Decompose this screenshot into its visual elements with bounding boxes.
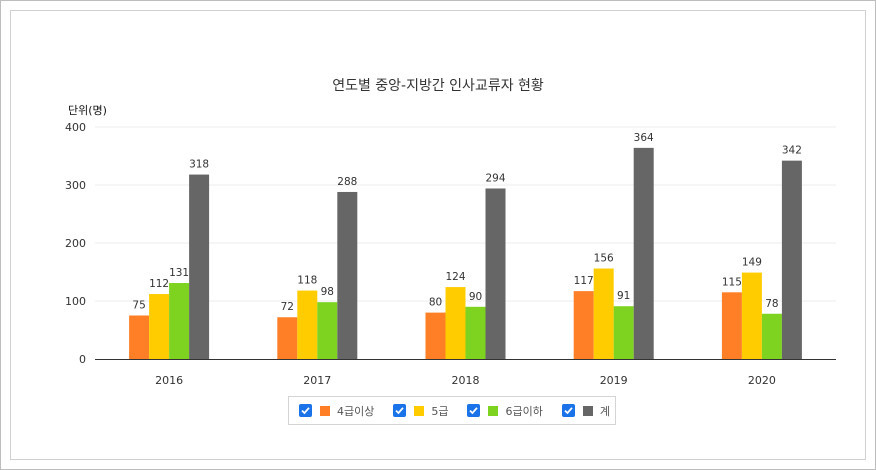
bar-grade5-2020[interactable] xyxy=(741,272,762,359)
data-label-grade6-below-2017: 98 xyxy=(321,286,334,298)
legend: 4급이상 5급 6급이하 계 xyxy=(288,396,616,425)
data-label-grade5-2019: 156 xyxy=(594,253,614,265)
chart-title: 연도별 중앙-지방간 인사교류자 현황 xyxy=(332,78,544,94)
data-label-total-2020: 342 xyxy=(782,145,802,157)
data-label-grade5-2020: 149 xyxy=(742,257,762,269)
y-tick-label: 100 xyxy=(65,295,86,308)
y-tick-label: 400 xyxy=(65,121,86,134)
bar-grade4-above-2019[interactable] xyxy=(573,291,594,359)
checkbox-checked-icon[interactable] xyxy=(467,404,481,417)
data-label-grade6-below-2020: 78 xyxy=(765,298,778,310)
data-label-grade4-above-2016: 75 xyxy=(132,300,145,312)
legend-item-grade4-above[interactable]: 4급이상 xyxy=(299,403,374,419)
y-tick-label: 300 xyxy=(65,179,86,192)
checkbox-checked-icon[interactable] xyxy=(299,404,312,417)
bar-total-2019[interactable] xyxy=(633,147,654,359)
bar-grade6-below-2020[interactable] xyxy=(761,313,782,359)
x-tick-label: 2019 xyxy=(600,374,628,387)
legend-swatch-total xyxy=(582,405,593,416)
data-label-grade4-above-2019: 117 xyxy=(574,275,594,287)
legend-label: 계 xyxy=(599,404,610,418)
x-tick-label: 2018 xyxy=(452,374,480,387)
bar-grade4-above-2017[interactable] xyxy=(277,317,298,359)
bar-total-2018[interactable] xyxy=(485,188,506,359)
unit-label: 단위(명) xyxy=(68,104,107,117)
x-tick-label: 2016 xyxy=(155,374,183,387)
data-label-grade6-below-2018: 90 xyxy=(469,291,482,303)
data-label-total-2019: 364 xyxy=(634,132,654,144)
y-tick-label: 0 xyxy=(79,353,86,366)
legend-label: 6급이하 xyxy=(505,404,543,418)
bar-total-2017[interactable] xyxy=(337,191,358,359)
data-label-grade5-2016: 112 xyxy=(149,278,169,290)
bar-grade6-below-2017[interactable] xyxy=(317,302,338,359)
bar-grade4-above-2018[interactable] xyxy=(425,312,446,359)
y-tick-label: 200 xyxy=(65,237,86,250)
bar-grade4-above-2016[interactable] xyxy=(129,315,150,360)
data-label-grade6-below-2016: 131 xyxy=(169,267,189,279)
checkbox-checked-icon[interactable] xyxy=(561,404,575,417)
data-label-total-2017: 288 xyxy=(337,176,357,188)
data-label-grade4-above-2018: 80 xyxy=(429,297,442,309)
bar-total-2020[interactable] xyxy=(781,160,802,359)
bar-grade5-2016[interactable] xyxy=(149,294,170,359)
legend-swatch-grade5 xyxy=(414,405,425,416)
bar-grade6-below-2019[interactable] xyxy=(613,306,634,359)
checkbox-checked-icon[interactable] xyxy=(393,404,407,417)
data-label-grade6-below-2019: 91 xyxy=(617,290,630,302)
data-label-total-2016: 318 xyxy=(189,159,209,171)
bars-layer xyxy=(129,147,802,360)
data-label-grade4-above-2020: 115 xyxy=(722,276,742,288)
data-label-total-2018: 294 xyxy=(485,172,505,184)
x-tick-label: 2017 xyxy=(303,374,331,387)
legend-label: 4급이상 xyxy=(337,404,375,418)
legend-item-total[interactable]: 계 xyxy=(561,403,610,419)
data-label-grade5-2018: 124 xyxy=(445,271,465,283)
axis-layer: 0 100 200 300 400 2016 2017 2018 2019 2020 xyxy=(65,121,836,387)
bar-grade4-above-2020[interactable] xyxy=(721,292,742,359)
bar-grade5-2017[interactable] xyxy=(297,290,318,359)
legend-item-grade6-below[interactable]: 6급이하 xyxy=(467,403,543,419)
bar-grade6-below-2018[interactable] xyxy=(465,306,486,359)
bar-grade5-2018[interactable] xyxy=(445,287,466,359)
data-label-grade5-2017: 118 xyxy=(297,275,317,287)
x-tick-label: 2020 xyxy=(748,374,776,387)
legend-item-grade5[interactable]: 5급 xyxy=(393,403,448,419)
legend-swatch-grade6-below xyxy=(488,405,499,416)
bar-grade6-below-2016[interactable] xyxy=(169,283,190,359)
bar-grade5-2019[interactable] xyxy=(593,268,614,359)
legend-swatch-grade4-above xyxy=(320,405,330,416)
chart-panel xyxy=(10,10,866,460)
legend-label: 5급 xyxy=(431,404,449,418)
bar-total-2016[interactable] xyxy=(189,174,210,359)
data-label-grade4-above-2017: 72 xyxy=(281,301,294,313)
